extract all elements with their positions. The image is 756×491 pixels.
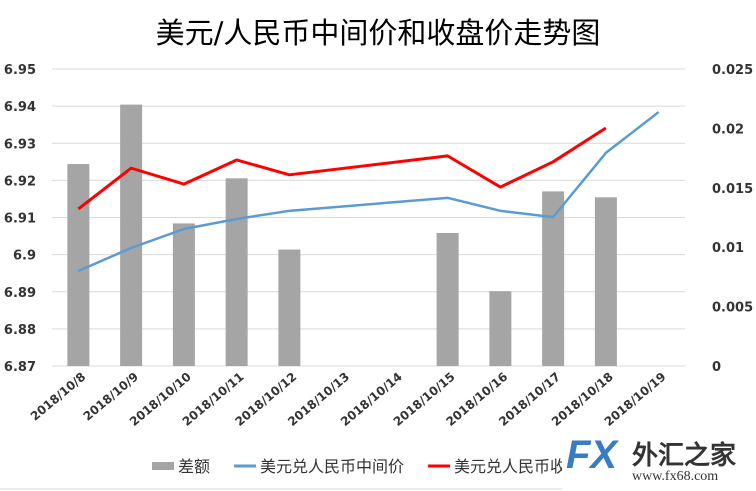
right-tick-label: 0.01 — [712, 241, 744, 256]
chart-title: 美元/人民币中间价和收盘价走势图 — [155, 16, 601, 50]
bar-2018/10/8 — [67, 164, 90, 366]
left-tick-label: 6.9 — [13, 249, 36, 264]
left-tick-label: 6.94 — [4, 100, 36, 115]
bar-2018/10/9 — [120, 104, 143, 366]
left-tick-label: 6.93 — [4, 137, 36, 152]
left-tick-label: 6.89 — [4, 286, 36, 301]
left-tick-label: 6.95 — [4, 63, 36, 78]
legend-label-1: 美元兑人民币中间价 — [260, 457, 404, 476]
bar-2018/10/16 — [489, 291, 512, 366]
bar-2018/10/18 — [594, 197, 617, 366]
left-tick-label: 6.91 — [4, 212, 36, 227]
legend-label-0: 差额 — [178, 457, 210, 476]
logo-fx: FX — [566, 433, 618, 477]
right-tick-label: 0 — [712, 360, 721, 375]
x-tick-label: 2018/10/8 — [28, 370, 88, 424]
line-series-2 — [77, 126, 607, 211]
fx68-logo: FX 外汇之家 www.fx68.com — [562, 433, 756, 491]
left-tick-label: 6.87 — [4, 360, 36, 375]
bar-2018/10/15 — [436, 232, 459, 366]
right-tick-label: 0.025 — [712, 63, 753, 78]
legend-swatch-0 — [152, 462, 174, 470]
bar-2018/10/11 — [225, 178, 248, 366]
line-series-1 — [77, 111, 660, 273]
right-tick-label: 0.005 — [712, 301, 753, 316]
bar-2018/10/17 — [542, 191, 565, 366]
bar-2018/10/10 — [172, 223, 195, 366]
left-tick-label: 6.92 — [4, 174, 36, 189]
logo-url: www.fx68.com — [632, 469, 719, 484]
right-tick-label: 0.02 — [712, 122, 744, 137]
right-tick-label: 0.015 — [712, 182, 753, 197]
left-tick-label: 6.88 — [4, 323, 36, 338]
logo-text: 外汇之家 — [632, 441, 737, 471]
bar-2018/10/12 — [278, 249, 301, 366]
